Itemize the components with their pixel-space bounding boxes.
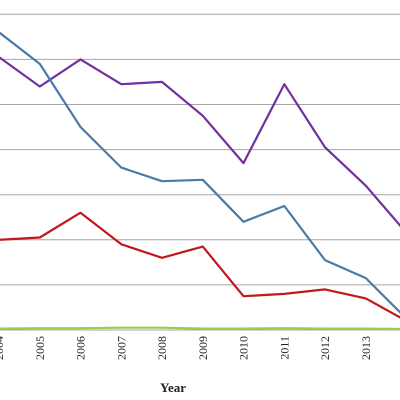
x-tick-label: 2013 — [359, 336, 373, 360]
x-tick-label: 2007 — [114, 336, 128, 360]
series-line-3 — [0, 211, 400, 319]
series-line-1 — [0, 56, 400, 228]
x-tick-label: 2008 — [155, 336, 169, 360]
x-tick-label: 2012 — [318, 336, 332, 360]
gridlines — [0, 13, 400, 331]
series-lines — [0, 31, 400, 331]
x-tick-label: 2005 — [33, 336, 47, 360]
series-line-2 — [0, 31, 400, 314]
series-line-4 — [0, 326, 400, 331]
x-tick-label: 2011 — [277, 336, 291, 360]
x-tick-label: 2004 — [0, 336, 6, 360]
x-tick-label: 2009 — [196, 336, 210, 360]
x-axis-label: Year — [160, 380, 186, 395]
x-tick-label: 2006 — [74, 336, 88, 360]
x-tick-labels: 2004 2005 2006 2007 2008 2009 2010 2011 2012 2013… — [0, 336, 400, 360]
x-tick-label: 2010 — [237, 336, 251, 360]
